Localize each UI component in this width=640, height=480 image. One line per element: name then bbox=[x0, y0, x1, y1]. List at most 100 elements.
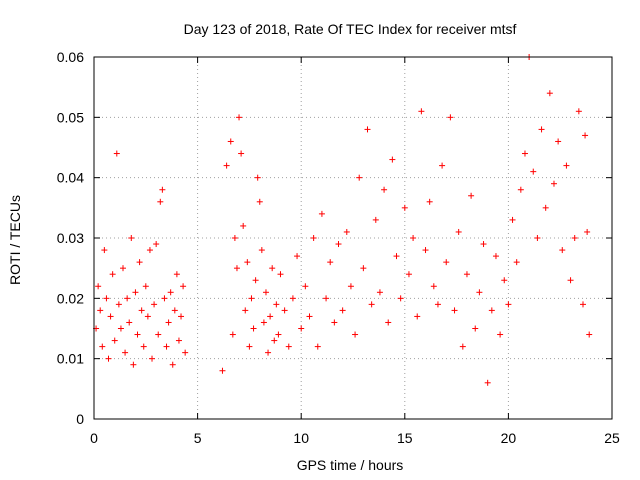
data-point bbox=[393, 253, 400, 260]
data-point bbox=[582, 132, 589, 139]
data-point bbox=[111, 337, 118, 344]
data-point bbox=[418, 108, 425, 115]
data-point bbox=[555, 138, 562, 145]
data-point bbox=[492, 253, 499, 260]
x-tick-label: 25 bbox=[604, 430, 620, 446]
y-axis-title: ROTI / TECUs bbox=[7, 195, 23, 285]
data-point bbox=[275, 331, 282, 338]
data-point bbox=[171, 307, 178, 314]
data-point bbox=[180, 283, 187, 290]
data-point bbox=[372, 216, 379, 223]
data-point bbox=[115, 301, 122, 308]
y-tick-label: 0.02 bbox=[57, 290, 84, 306]
data-point bbox=[571, 235, 578, 241]
data-point bbox=[254, 174, 261, 181]
data-point bbox=[426, 198, 433, 205]
data-point bbox=[480, 241, 487, 248]
data-point bbox=[233, 265, 240, 272]
data-point bbox=[269, 265, 276, 272]
data-point bbox=[246, 343, 253, 350]
grid bbox=[94, 57, 612, 419]
data-point bbox=[546, 90, 553, 97]
data-point bbox=[550, 180, 557, 187]
data-point bbox=[120, 265, 127, 272]
data-point bbox=[575, 108, 582, 115]
data-point bbox=[163, 343, 170, 350]
data-point bbox=[122, 349, 129, 356]
data-point bbox=[250, 325, 257, 332]
data-point bbox=[497, 331, 504, 338]
y-tick-label: 0.05 bbox=[57, 109, 84, 125]
data-point bbox=[219, 367, 226, 374]
data-point bbox=[277, 271, 284, 278]
data-point bbox=[157, 198, 164, 205]
data-point bbox=[231, 235, 238, 241]
data-point bbox=[501, 277, 508, 284]
data-point bbox=[360, 265, 367, 272]
data-point bbox=[240, 222, 247, 229]
data-point bbox=[144, 313, 151, 320]
data-point bbox=[146, 247, 153, 254]
data-point bbox=[281, 307, 288, 314]
data-point bbox=[149, 355, 156, 362]
data-point bbox=[542, 204, 549, 211]
data-point bbox=[236, 114, 243, 121]
data-point bbox=[451, 307, 458, 314]
data-point bbox=[314, 343, 321, 350]
data-point bbox=[227, 138, 234, 145]
data-point bbox=[559, 247, 566, 254]
data-point bbox=[117, 325, 124, 332]
data-point bbox=[244, 259, 251, 266]
data-point bbox=[509, 216, 516, 223]
data-point bbox=[242, 307, 249, 314]
data-point bbox=[262, 289, 269, 296]
y-tick-label: 0 bbox=[76, 411, 84, 427]
data-point bbox=[271, 337, 278, 344]
data-point bbox=[273, 301, 280, 308]
data-point bbox=[252, 277, 259, 284]
data-point bbox=[455, 228, 462, 235]
data-point bbox=[563, 162, 570, 169]
data-point bbox=[229, 331, 236, 338]
data-point bbox=[161, 295, 168, 302]
data-point bbox=[468, 192, 475, 199]
data-markers bbox=[93, 54, 593, 386]
data-point bbox=[130, 361, 137, 368]
data-point bbox=[534, 235, 541, 241]
data-point bbox=[376, 289, 383, 296]
data-point bbox=[285, 343, 292, 350]
data-point bbox=[105, 355, 112, 362]
data-point bbox=[167, 289, 174, 296]
data-point bbox=[414, 313, 421, 320]
data-point bbox=[318, 210, 325, 217]
data-point bbox=[430, 283, 437, 290]
data-point bbox=[484, 379, 491, 386]
data-point bbox=[256, 198, 263, 205]
y-tick-label: 0.04 bbox=[57, 170, 84, 186]
chart-title: Day 123 of 2018, Rate Of TEC Index for r… bbox=[184, 21, 517, 37]
data-point bbox=[175, 337, 182, 344]
data-point bbox=[530, 168, 537, 175]
tick-labels: 0 5 10 15 20 25 0 0.01 0.02 0.03 0.04 0.05 0.06 bbox=[57, 49, 620, 446]
data-point bbox=[265, 349, 272, 356]
data-point bbox=[521, 150, 528, 157]
y-tick-label: 0.03 bbox=[57, 230, 84, 246]
data-point bbox=[132, 289, 139, 296]
x-axis-title: GPS time / hours bbox=[297, 457, 404, 473]
data-point bbox=[306, 313, 313, 320]
data-point bbox=[136, 259, 143, 266]
y-tick-label: 0.01 bbox=[57, 351, 84, 367]
data-point bbox=[95, 283, 102, 290]
data-point bbox=[439, 162, 446, 169]
data-point bbox=[142, 283, 149, 290]
data-point bbox=[223, 162, 230, 169]
data-point bbox=[151, 301, 158, 308]
data-point bbox=[472, 325, 479, 332]
data-point bbox=[140, 343, 147, 350]
data-point bbox=[178, 313, 185, 320]
data-point bbox=[381, 186, 388, 193]
data-point bbox=[584, 228, 591, 235]
data-point bbox=[323, 295, 330, 302]
data-point bbox=[356, 174, 363, 181]
